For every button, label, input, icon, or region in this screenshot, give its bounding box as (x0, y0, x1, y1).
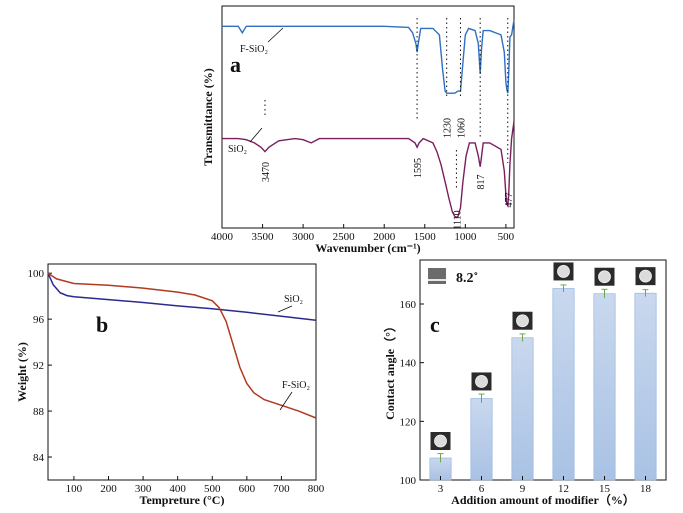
droplet (557, 265, 570, 278)
peak-label: 1230 (443, 118, 454, 138)
series-line-sio2 (47, 272, 317, 322)
y-tick-label: 140 (400, 358, 417, 370)
panel-c: 100 120 140 160 Addition amount of modifier（… (382, 259, 667, 507)
y-tick-label: 160 (400, 299, 417, 311)
x-tick-label: 4000 (211, 231, 234, 243)
x-tick-label: 500 (204, 483, 221, 495)
plot-frame (419, 259, 667, 481)
series-label-sio2: SiO₂ (228, 144, 247, 155)
y-tick-label: 96 (33, 314, 45, 326)
series-pointer (267, 27, 284, 43)
bar (593, 293, 616, 481)
x-axis-title: Wavenumber (cm⁻¹) (315, 241, 420, 255)
droplet (598, 270, 611, 284)
bar (511, 337, 534, 481)
x-tick-label: 15 (599, 483, 611, 495)
panel-b: 100 200 300 400 500 600 700 800 84 88 92 96 100 Tempr… (15, 263, 325, 507)
peak-label: 1110 (452, 210, 463, 229)
y-tick-label: 100 (400, 475, 417, 487)
y-axis-title: Weight (%) (15, 342, 29, 402)
x-tick-label: 200 (100, 483, 117, 495)
series-line-sio2 (222, 121, 515, 219)
peak-label: 1060 (456, 118, 467, 138)
x-tick-label: 400 (169, 483, 186, 495)
x-tick-label: 9 (520, 483, 526, 495)
peak-label: 3470 (261, 162, 272, 182)
x-tick-label: 2000 (373, 231, 396, 243)
panel-letter-b: b (96, 312, 108, 337)
x-tick-label: 1000 (454, 231, 477, 243)
x-tick-label: 800 (308, 483, 325, 495)
y-tick-label: 88 (33, 406, 45, 418)
droplet-image (428, 268, 446, 284)
reference-angle-label: 8.2˚ (456, 271, 478, 286)
bar (552, 288, 575, 481)
x-tick-label: 600 (239, 483, 256, 495)
series-line-f-sio2 (222, 19, 515, 94)
panel-a: 4000 3500 3000 2500 2000 1500 1000 500 Wavenumbe… (201, 5, 515, 255)
x-axis-title: Addition amount of modifier（%） (451, 492, 635, 507)
x-tick-label: 3500 (252, 231, 275, 243)
x-tick-label: 3 (438, 483, 444, 495)
x-axis-title: Tempreture (°C) (140, 493, 225, 507)
series-pointer (279, 391, 293, 411)
x-tick-label: 6 (479, 483, 485, 495)
series-label-sio2: SiO₂ (284, 294, 303, 305)
x-tick-label: 1500 (414, 231, 437, 243)
y-tick-label: 100 (28, 268, 45, 280)
droplet (639, 269, 652, 283)
x-tick-label: 300 (135, 483, 152, 495)
panel-letter-a: a (230, 52, 241, 77)
x-tick-label: 12 (558, 483, 569, 495)
peak-label: 817 (476, 175, 487, 190)
x-tick-label: 700 (273, 483, 290, 495)
series-pointer (249, 127, 263, 143)
x-tick-label: 18 (640, 483, 652, 495)
droplet (434, 434, 447, 448)
x-tick-label: 500 (498, 231, 515, 243)
x-tick-label: 100 (66, 483, 83, 495)
y-axis-title: Contact angle（°） (382, 320, 397, 420)
series-pointer (277, 305, 293, 313)
series-line-f-sio2 (47, 272, 317, 419)
droplet (475, 375, 488, 388)
y-tick-label: 120 (400, 416, 417, 428)
y-tick-label: 92 (33, 360, 44, 372)
panel-letter-c: c (430, 312, 440, 337)
peak-label: 477 (504, 193, 515, 208)
plot-frame (47, 263, 317, 481)
droplet-surface (428, 279, 446, 281)
series-label-f-sio2: F-SiO₂ (240, 44, 268, 55)
x-tick-label: 2500 (333, 231, 356, 243)
droplet (516, 314, 529, 328)
plot-frame (221, 5, 515, 229)
bar (634, 292, 657, 481)
y-tick-label: 84 (33, 452, 45, 464)
x-tick-label: 3000 (292, 231, 315, 243)
peak-label: 1595 (413, 158, 424, 178)
y-axis-title: Transmittance (%) (201, 68, 215, 165)
bar (470, 398, 493, 481)
series-label-f-sio2: F-SiO₂ (282, 380, 310, 391)
